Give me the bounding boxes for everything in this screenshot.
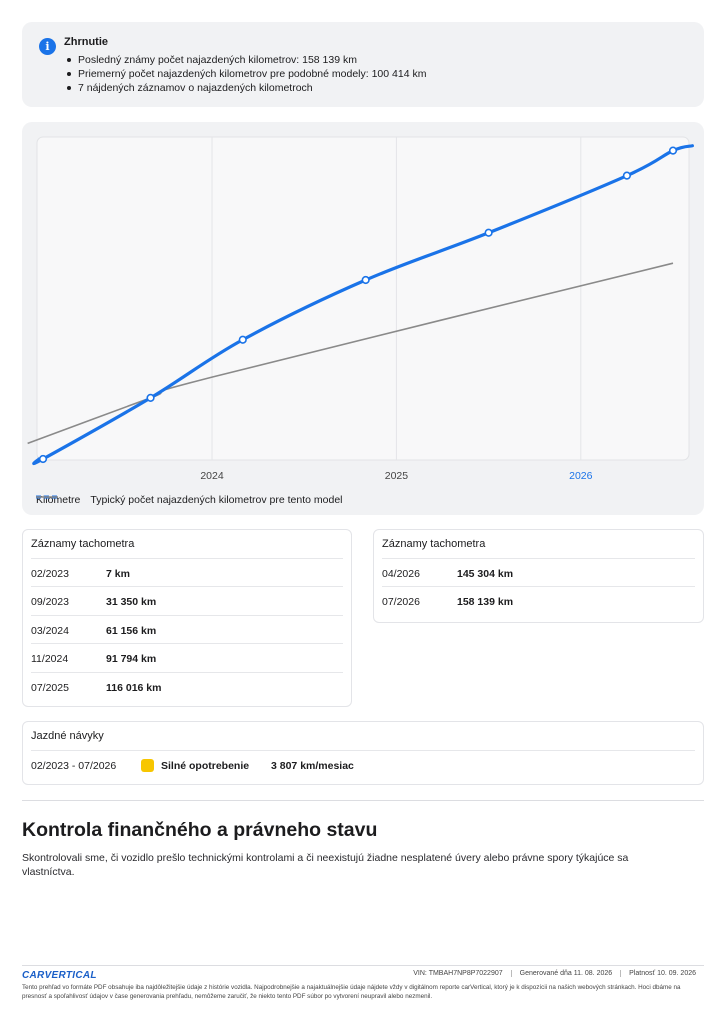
section-title: Kontrola finančného a právneho stavu <box>22 819 378 841</box>
table-row: 03/2024 61 156 km <box>31 615 343 643</box>
record-value: 116 016 km <box>106 682 162 694</box>
summary-bullet: Posledný známy počet najazdených kilomet… <box>66 53 426 67</box>
footer-vin: VIN: TMBAH7NP8P7022907 <box>413 970 503 977</box>
record-date: 09/2023 <box>31 596 69 608</box>
typical-mileage-line <box>27 262 674 445</box>
x-tick-label: 2026 <box>569 470 593 482</box>
wear-level-label: Silné opotrebenie <box>161 760 250 772</box>
x-tick-label: 2025 <box>385 470 409 482</box>
record-value: 61 156 km <box>106 625 157 637</box>
odometer-records-card-2: Záznamy tachometra 04/2026 145 304 km 07… <box>373 529 704 623</box>
record-date: 11/2024 <box>31 653 69 665</box>
record-value: 145 304 km <box>457 568 514 580</box>
record-value: 31 350 km <box>106 596 157 608</box>
record-date: 02/2023 <box>31 568 69 580</box>
record-value: 158 139 km <box>457 596 514 608</box>
summary-list: Posledný známy počet najazdených kilomet… <box>66 53 427 95</box>
habits-row: 02/2023 - 07/2026 Silné opotrebenie 3 80… <box>31 750 695 780</box>
table-row: 11/2024 91 794 km <box>31 643 343 671</box>
summary-title: Zhrnutie <box>64 36 108 48</box>
section-divider <box>22 800 704 801</box>
card-title: Jazdné návyky <box>31 730 104 742</box>
legend-label: Typický počet najazdených kilometrov pre… <box>90 494 343 506</box>
carvertical-logo: CARVERTICAL <box>22 970 97 981</box>
footer-divider <box>22 965 704 966</box>
footer-disclaimer: Tento prehľad vo formáte PDF obsahuje ib… <box>22 984 681 1000</box>
monthly-rate: 3 807 km/mesiac <box>271 760 354 772</box>
info-icon: i <box>39 38 56 55</box>
footer-generated: Generované dňa 11. 08. 2026 <box>510 970 621 977</box>
mileage-chart-card: 2024 2025 2026 Kilometre Typický počet naj… <box>22 122 704 515</box>
table-row: 07/2026 158 139 km <box>382 586 695 614</box>
odometer-records-card: Záznamy tachometra 02/2023 7 km 09/2023 … <box>22 529 352 707</box>
section-description: Skontrolovali sme, či vozidlo prešlo tec… <box>22 852 629 878</box>
data-point <box>484 228 493 237</box>
data-point <box>622 171 632 180</box>
table-row: 09/2023 31 350 km <box>31 586 343 614</box>
mileage-chart: 2024 2025 2026 <box>27 136 694 482</box>
record-value: 7 km <box>106 568 130 580</box>
legend-swatch-gray <box>36 496 58 498</box>
table-row: 07/2025 116 016 km <box>31 672 343 700</box>
record-date: 03/2024 <box>31 625 69 637</box>
summary-bullet: 7 nájdených záznamov o najazdených kilom… <box>66 81 426 95</box>
record-date: 07/2025 <box>31 682 69 694</box>
record-value: 91 794 km <box>106 653 157 665</box>
summary-bullet: Priemerný počet najazdených kilometrov p… <box>66 68 427 80</box>
summary-box: i Zhrnutie Posledný známy počet najazden… <box>22 22 704 107</box>
wear-level-indicator <box>141 759 154 772</box>
data-point <box>38 454 48 464</box>
data-point <box>146 393 155 402</box>
habits-period: 02/2023 - 07/2026 <box>31 760 117 772</box>
footer-valid: Platnosť 10. 09. 2026 <box>620 970 704 977</box>
data-point <box>361 275 370 285</box>
card-title: Záznamy tachometra <box>31 538 135 550</box>
footer-meta: VIN: TMBAH7NP8P7022907 Generované dňa 11… <box>405 970 704 977</box>
record-date: 07/2026 <box>382 596 420 608</box>
table-row: 02/2023 7 km <box>31 558 343 586</box>
x-tick-label: 2024 <box>200 470 224 482</box>
data-point <box>668 146 678 155</box>
record-date: 04/2026 <box>382 568 420 580</box>
data-point <box>238 335 247 344</box>
legend-item-typical: Typický počet najazdených kilometrov pre… <box>36 494 343 506</box>
card-title: Záznamy tachometra <box>382 538 486 550</box>
plot-area <box>36 136 690 461</box>
driving-habits-card: Jazdné návyky 02/2023 - 07/2026 Silné op… <box>22 721 704 785</box>
table-row: 04/2026 145 304 km <box>382 558 695 586</box>
chart-legend: Kilometre Typický počet najazdených kilo… <box>36 494 353 506</box>
